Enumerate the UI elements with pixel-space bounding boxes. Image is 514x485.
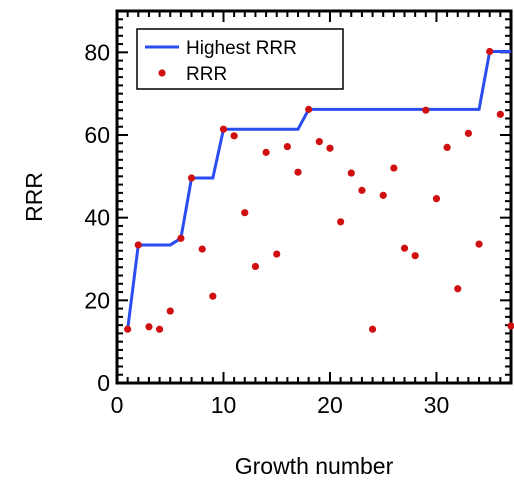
series-highest-rrr	[126, 50, 511, 330]
rrr-point	[326, 144, 334, 152]
plot-border	[115, 9, 513, 385]
rrr-point	[358, 186, 366, 194]
rrr-point	[145, 323, 153, 331]
rrr-point	[209, 292, 217, 300]
rrr-point	[422, 106, 430, 114]
rrr-point	[432, 195, 441, 203]
x-tick-label: 0	[111, 392, 124, 418]
y-axis-title: RRR	[21, 172, 47, 222]
rrr-point	[283, 142, 291, 151]
rrr-point	[155, 325, 164, 333]
tick-labels: 0 10 20 30 0 20 40 60 80	[84, 39, 449, 418]
y-tick-label: 60	[84, 122, 110, 148]
rrr-point	[230, 132, 238, 140]
legend-box	[136, 28, 344, 90]
legend-label-highest-rrr: Highest RRR	[186, 38, 297, 59]
rrr-point	[273, 250, 281, 258]
rrr-point	[486, 47, 494, 56]
rrr-point	[124, 325, 132, 333]
y-tick-label: 80	[84, 39, 110, 65]
rrr-point	[411, 252, 419, 260]
rrr-point	[496, 110, 504, 118]
rrr-point	[219, 125, 228, 133]
rrr-point	[443, 143, 451, 151]
rrr-point	[262, 148, 270, 156]
highest-rrr-line	[126, 50, 511, 330]
x-tick-label: 20	[317, 392, 343, 418]
x-tick-label: 30	[424, 392, 450, 418]
rrr-point	[251, 262, 260, 271]
rrr-point	[198, 245, 206, 253]
rrr-point	[454, 285, 462, 293]
rrr-point	[177, 234, 185, 242]
rrr-point	[368, 325, 377, 333]
legend-label-rrr: RRR	[186, 64, 227, 85]
x-axis-title: Growth number	[235, 453, 394, 479]
y-tick-label: 40	[84, 205, 110, 231]
plot-frame	[115, 9, 513, 385]
rrr-point	[379, 191, 387, 199]
rrr-point	[315, 138, 323, 146]
legend-point-swatch	[158, 69, 166, 77]
x-tick-label: 10	[211, 392, 237, 418]
rrr-point	[347, 169, 355, 177]
rrr-point	[241, 209, 249, 217]
rrr-point	[390, 164, 398, 172]
rrr-point	[464, 129, 473, 137]
axis-ticks	[116, 10, 512, 384]
rrr-point	[166, 307, 174, 315]
series-rrr	[124, 47, 514, 333]
rrr-point	[294, 168, 302, 176]
rrr-point	[400, 244, 409, 252]
legend: Highest RRR RRR	[136, 28, 344, 90]
rrr-point	[305, 105, 313, 113]
rrr-point	[187, 174, 196, 182]
y-tick-label: 0	[97, 370, 110, 396]
y-tick-label: 20	[84, 287, 110, 313]
rrr-point	[475, 240, 483, 248]
rrr-point	[507, 322, 514, 330]
rrr-point	[134, 241, 142, 249]
rrr-point	[337, 218, 345, 226]
